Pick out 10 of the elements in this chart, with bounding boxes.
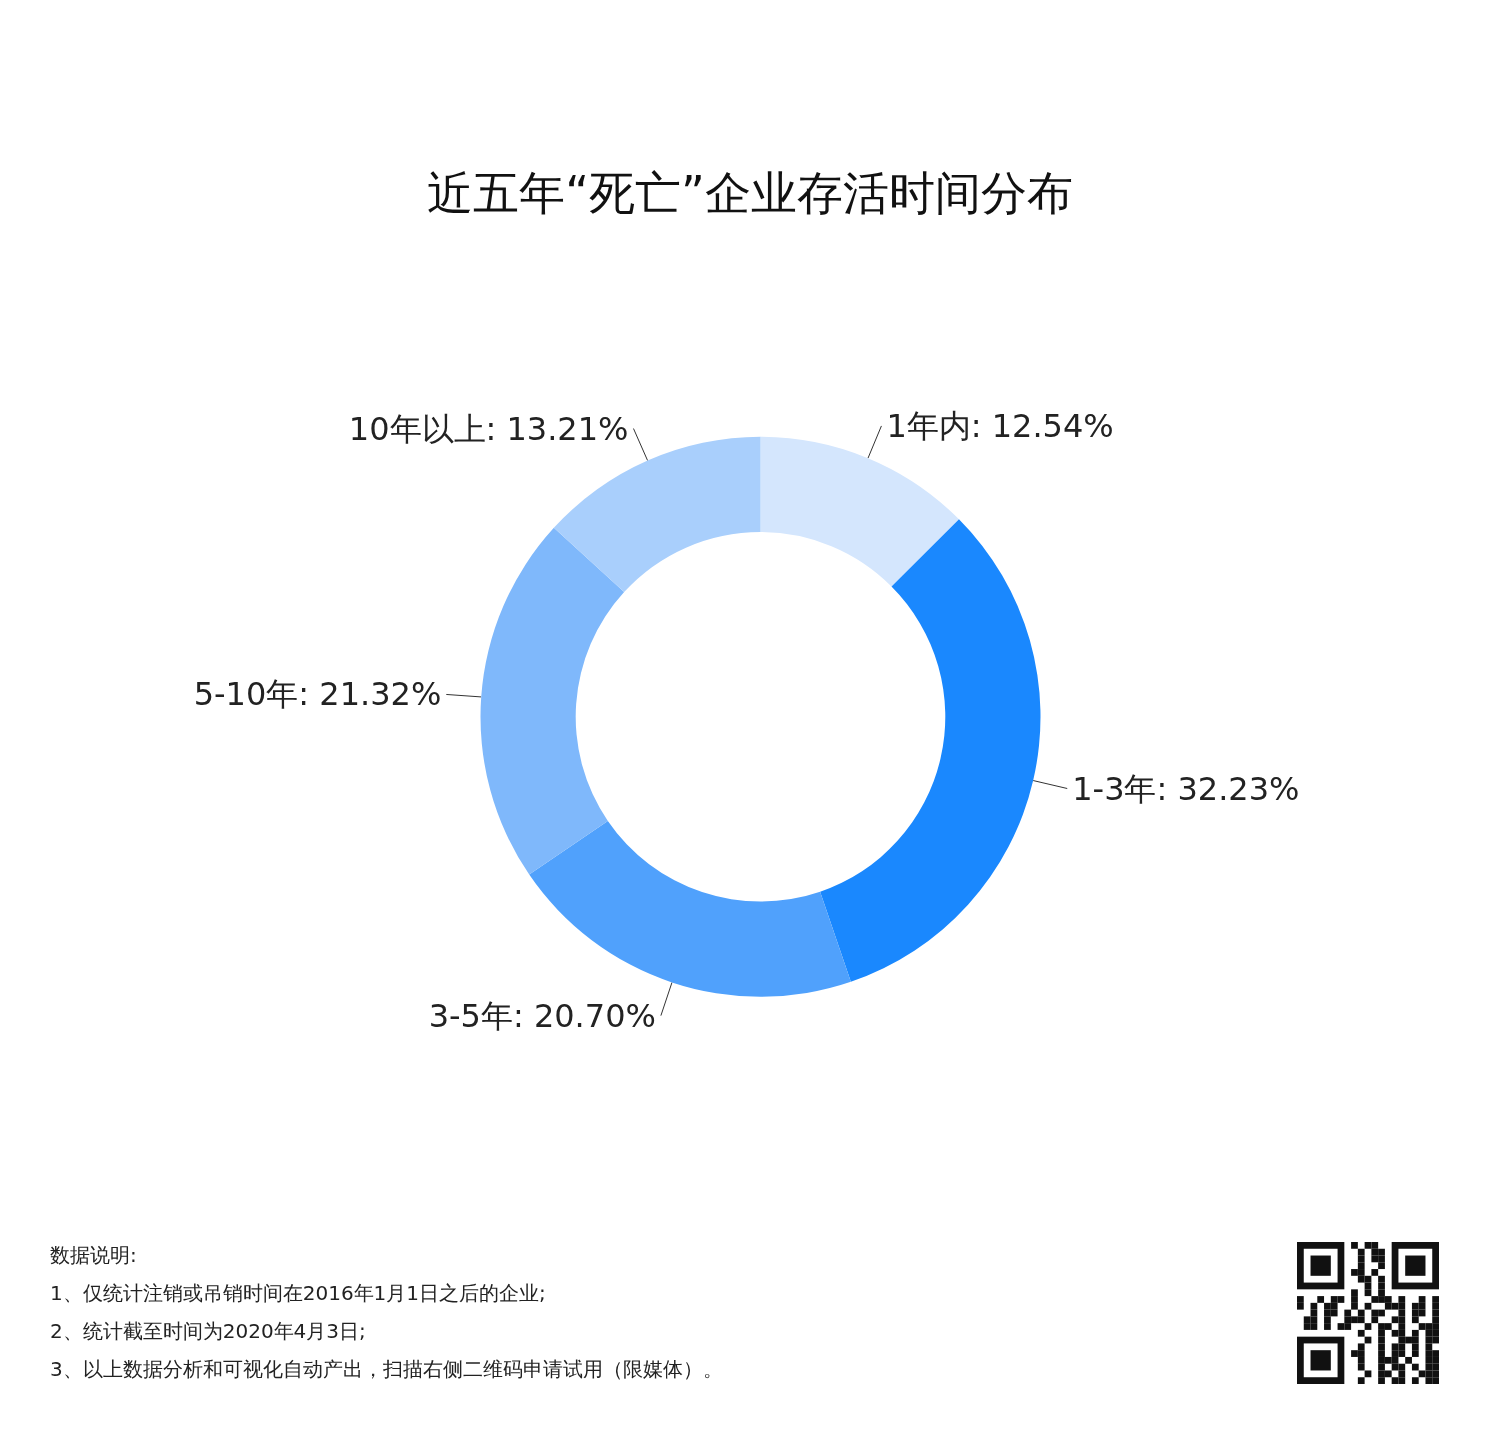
- slice-label: 5-10年: 21.32%: [193, 675, 442, 714]
- slice-label: 1年内: 12.54%: [886, 406, 1114, 445]
- slice-label: 1-3年: 32.23%: [1072, 769, 1300, 808]
- slice-label: 10年以上: 13.21%: [348, 409, 629, 448]
- chart-title: 近五年“死亡”企业存活时间分布: [427, 166, 1073, 220]
- text: 1、仅统计注销或吊销时间在2016年1月1日之后的企业;: [50, 1280, 547, 1307]
- text: 数据说明:: [50, 1242, 138, 1269]
- text: 3、以上数据分析和可视化自动产出，扫描右侧二维码申请试用（限媒体）。: [50, 1356, 723, 1383]
- slice-label: 3-5年: 20.70%: [428, 996, 656, 1035]
- text: 2、统计截至时间为2020年4月3日;: [50, 1318, 367, 1345]
